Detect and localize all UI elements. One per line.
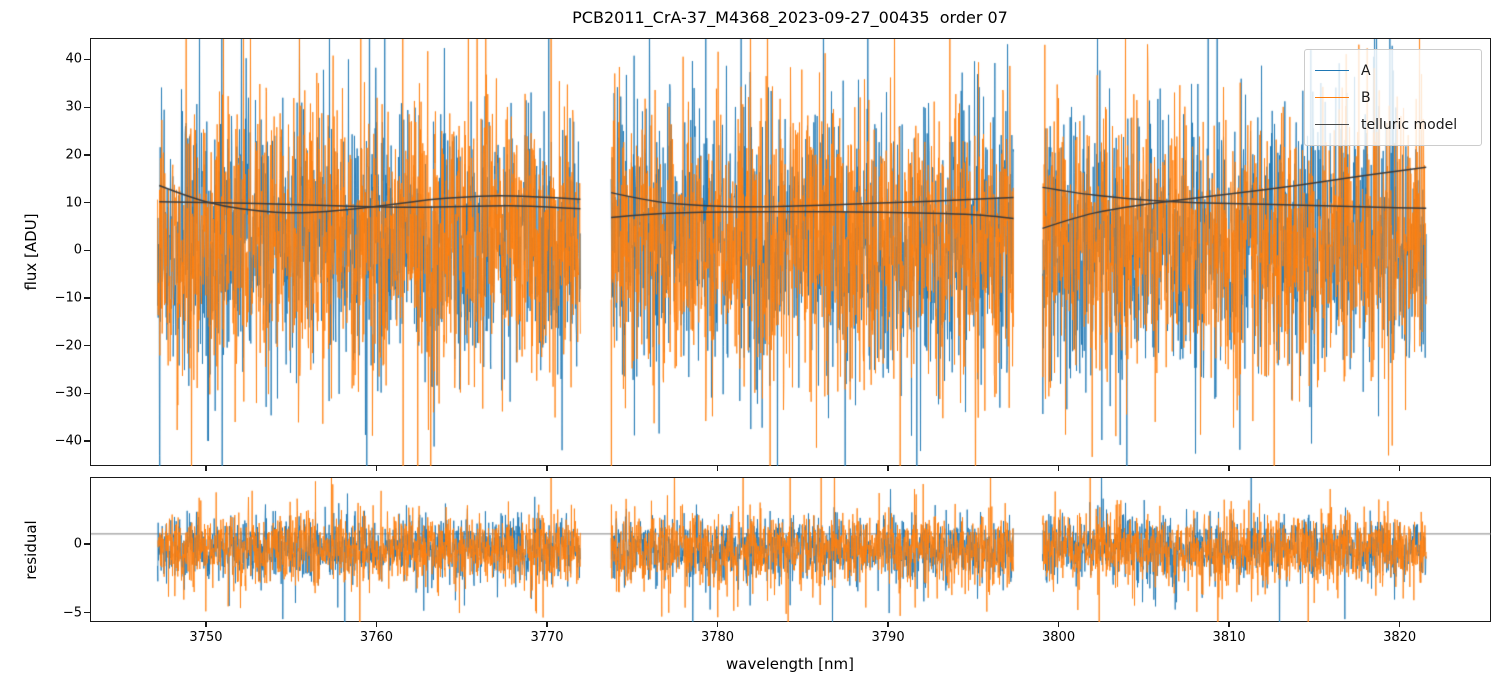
residual-y-tick-label: 0: [73, 536, 82, 552]
x-tick: [1228, 621, 1230, 627]
flux-y-tick-label: −40: [54, 433, 82, 449]
flux-y-tick-label: 0: [73, 242, 82, 258]
x-tick: [1057, 621, 1060, 627]
flux-y-tick-label: 30: [65, 99, 82, 115]
x-tick-label: 3820: [1383, 630, 1417, 645]
residual-y-axis-label: residual: [22, 520, 40, 580]
flux-y-tick: [84, 249, 90, 251]
flux-x-tick: [546, 465, 548, 471]
residual-plot-canvas: [91, 478, 1491, 622]
x-tick: [1398, 621, 1401, 627]
x-tick: [716, 621, 719, 627]
flux-x-tick: [887, 465, 889, 471]
x-tick-label: 3750: [189, 630, 223, 645]
legend-line-sample: [1315, 97, 1349, 98]
flux-x-tick: [1398, 465, 1401, 471]
residual-y-tick: [84, 612, 90, 614]
legend-label: A: [1361, 62, 1371, 79]
x-tick: [546, 621, 548, 627]
x-tick: [205, 621, 207, 627]
x-axis-label: wavelength [nm]: [726, 655, 854, 673]
flux-y-tick-label: 20: [65, 147, 82, 163]
flux-x-tick: [1228, 465, 1230, 471]
flux-x-tick: [716, 465, 719, 471]
flux-y-axis-label: flux [ADU]: [22, 213, 40, 291]
flux-y-tick-label: 10: [65, 195, 82, 211]
flux-x-tick: [1057, 465, 1060, 471]
flux-y-tick: [84, 440, 90, 442]
x-tick-label: 3780: [700, 630, 735, 645]
legend-entry: A: [1315, 57, 1471, 84]
flux-plot-canvas: [91, 39, 1491, 466]
legend-line-sample: [1315, 124, 1349, 125]
flux-y-tick: [84, 106, 90, 108]
legend-label: B: [1361, 89, 1371, 106]
x-tick: [887, 621, 889, 627]
x-tick-label: 3770: [530, 630, 564, 645]
flux-y-tick: [84, 58, 90, 61]
flux-y-tick: [84, 201, 90, 204]
residual-y-tick-label: −5: [62, 605, 82, 621]
residual-panel: [90, 477, 1491, 622]
flux-y-tick: [84, 297, 90, 299]
x-tick-label: 3790: [871, 630, 905, 645]
residual-y-tick: [84, 543, 90, 545]
flux-y-tick: [84, 154, 90, 156]
plot-title: PCB2011_CrA-37_M4368_2023-09-27_00435 or…: [572, 8, 1008, 27]
flux-y-tick-label: 40: [65, 51, 82, 67]
flux-y-tick-label: −20: [54, 338, 82, 354]
flux-y-tick-label: −30: [54, 385, 82, 401]
legend-label: telluric model: [1361, 116, 1458, 133]
x-tick-label: 3760: [359, 630, 394, 645]
legend-line-sample: [1315, 70, 1349, 71]
flux-y-tick: [84, 392, 90, 395]
legend-entry: telluric model: [1315, 111, 1471, 138]
flux-x-tick: [375, 465, 378, 471]
flux-y-tick-label: −10: [54, 290, 82, 306]
x-tick: [375, 621, 378, 627]
flux-y-tick: [84, 345, 90, 347]
legend-entry: B: [1315, 84, 1471, 111]
x-tick-label: 3800: [1042, 630, 1076, 645]
x-tick-label: 3810: [1212, 630, 1246, 645]
flux-x-tick: [205, 465, 207, 471]
